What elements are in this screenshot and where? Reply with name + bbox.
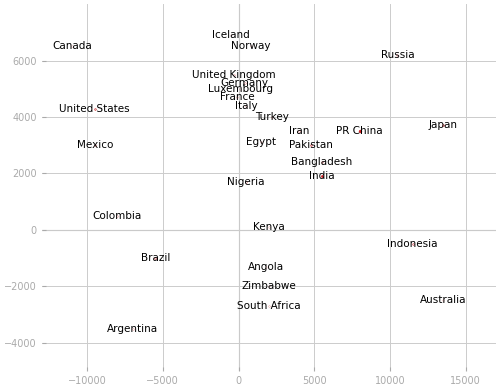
Point [318,159,326,165]
Point [240,80,248,86]
Text: Mexico: Mexico [76,140,113,150]
Point [307,142,315,148]
Point [227,32,235,38]
Text: PR China: PR China [336,126,383,136]
Text: Pakistan: Pakistan [289,140,333,150]
Text: Colombia: Colombia [93,211,142,221]
Point [91,105,99,112]
Text: Egypt: Egypt [246,137,276,147]
Point [268,114,276,120]
Point [242,179,250,185]
Point [439,122,447,129]
Point [68,43,76,50]
Text: Bangladesh: Bangladesh [291,157,352,167]
Point [152,255,160,261]
Point [318,173,326,179]
Point [439,297,447,303]
Point [265,283,273,289]
Point [114,213,122,219]
Text: Turkey: Turkey [255,112,289,122]
Point [265,224,273,230]
Text: Brazil: Brazil [140,253,170,263]
Text: Indonesia: Indonesia [388,239,438,249]
Point [233,94,241,100]
Text: Nigeria: Nigeria [228,177,265,187]
Text: Angola: Angola [248,262,284,271]
Text: Russia: Russia [380,50,414,60]
Point [408,241,416,247]
Point [128,326,136,332]
Point [236,86,244,92]
Point [257,139,265,145]
Text: Japan: Japan [428,121,458,131]
Point [265,303,273,309]
Text: Kenya: Kenya [253,222,284,232]
Point [356,128,364,134]
Text: Iceland: Iceland [212,30,250,40]
Text: Germany: Germany [220,78,268,88]
Text: Australia: Australia [420,296,466,305]
Text: United States: United States [60,104,130,113]
Point [262,264,270,270]
Point [394,52,402,58]
Text: France: France [220,92,254,102]
Point [91,142,99,148]
Point [230,72,238,78]
Text: Canada: Canada [52,41,92,51]
Text: Norway: Norway [231,41,270,51]
Point [242,103,250,109]
Text: South Africa: South Africa [237,301,300,311]
Text: India: India [309,171,334,181]
Text: Argentina: Argentina [107,324,158,334]
Text: United Kingdom: United Kingdom [192,70,276,80]
Point [246,43,254,50]
Text: Zimbabwe: Zimbabwe [242,281,296,291]
Point [295,128,303,134]
Text: Italy: Italy [235,101,258,111]
Text: Iran: Iran [289,126,310,136]
Text: Luxembourg: Luxembourg [208,84,272,94]
